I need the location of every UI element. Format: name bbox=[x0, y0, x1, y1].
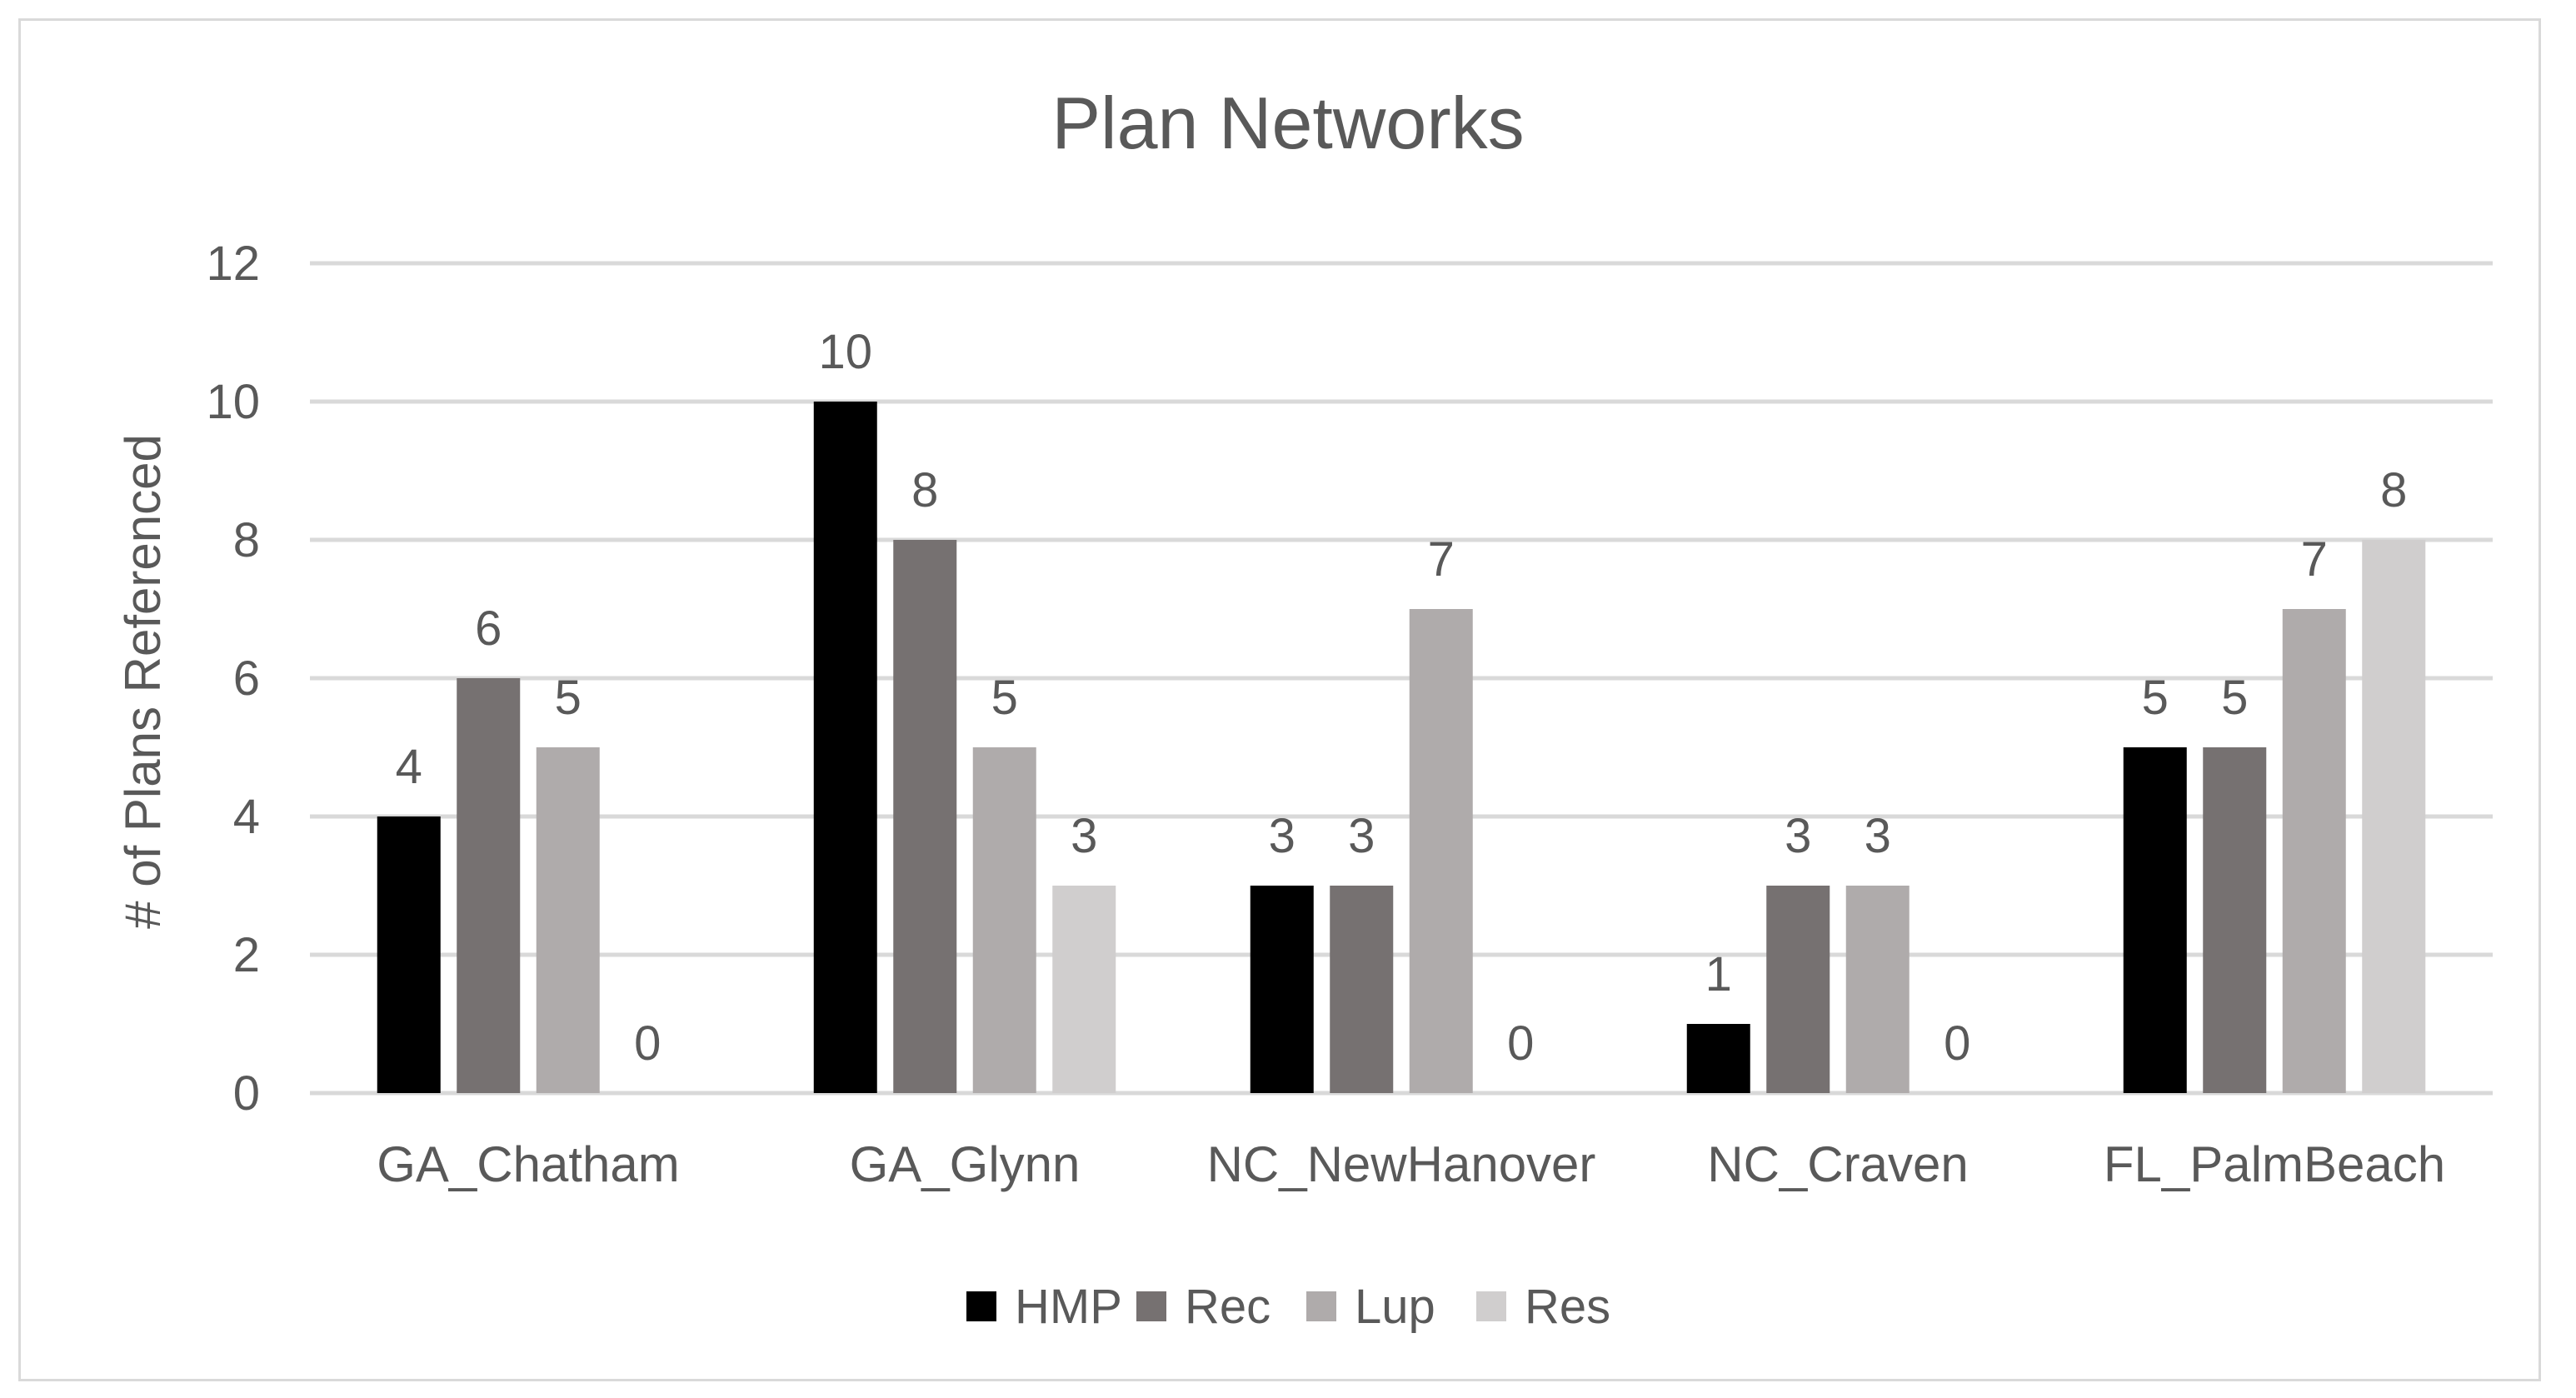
data-label: 7 bbox=[1428, 532, 1455, 587]
bar-hmp bbox=[2123, 747, 2187, 1093]
y-axis-ticks: 0 2 4 6 8 10 12 bbox=[206, 237, 260, 1121]
data-label: 0 bbox=[634, 1016, 661, 1071]
legend-item-rec: Rec bbox=[1136, 1280, 1271, 1334]
bar-hmp bbox=[377, 816, 441, 1093]
y-tick-label: 4 bbox=[233, 790, 260, 844]
data-label: 3 bbox=[1348, 809, 1375, 863]
legend: HMP Rec Lup Res bbox=[966, 1280, 1610, 1334]
data-label: 4 bbox=[396, 740, 422, 794]
data-label: 10 bbox=[818, 325, 872, 379]
bar-lup bbox=[1409, 609, 1473, 1093]
legend-item-lup: Lup bbox=[1306, 1280, 1435, 1334]
data-label: 6 bbox=[475, 602, 502, 656]
bar-lup bbox=[1845, 886, 1910, 1093]
x-tick-label: NC_NewHanover bbox=[1207, 1136, 1596, 1192]
bar-hmp bbox=[1250, 886, 1314, 1093]
data-label: 3 bbox=[1865, 809, 1891, 863]
bar-lup bbox=[2282, 609, 2346, 1093]
x-axis-ticks: GA_Chatham GA_Glynn NC_NewHanover NC_Craven… bbox=[377, 1136, 2445, 1192]
y-tick-label: 12 bbox=[206, 237, 260, 291]
bar-lup bbox=[972, 747, 1036, 1093]
y-tick-label: 6 bbox=[233, 652, 260, 706]
bar-rec bbox=[2203, 747, 2267, 1093]
bars bbox=[377, 402, 2426, 1093]
data-label: 0 bbox=[1944, 1016, 1970, 1071]
bar-hmp bbox=[1686, 1024, 1750, 1093]
x-tick-label: FL_PalmBeach bbox=[2104, 1136, 2445, 1192]
bar-rec bbox=[1330, 886, 1394, 1093]
data-label: 8 bbox=[2380, 463, 2407, 517]
data-label: 3 bbox=[1071, 809, 1097, 863]
bar-res bbox=[2362, 540, 2426, 1093]
data-label: 5 bbox=[2142, 671, 2169, 725]
y-tick-label: 2 bbox=[233, 928, 260, 982]
bar-lup bbox=[536, 747, 600, 1093]
bar-hmp bbox=[813, 402, 877, 1093]
data-label: 0 bbox=[1507, 1016, 1534, 1071]
data-label: 3 bbox=[1269, 809, 1295, 863]
x-tick-label: GA_Chatham bbox=[377, 1136, 680, 1192]
legend-label: Rec bbox=[1185, 1280, 1271, 1334]
bar-res bbox=[1052, 886, 1116, 1093]
y-tick-label: 8 bbox=[233, 513, 260, 567]
legend-label: Lup bbox=[1355, 1280, 1435, 1334]
x-tick-label: GA_Glynn bbox=[850, 1136, 1081, 1192]
data-label: 3 bbox=[1785, 809, 1811, 863]
data-label: 7 bbox=[2301, 532, 2328, 587]
legend-label: HMP bbox=[1015, 1280, 1122, 1334]
bar-rec bbox=[893, 540, 957, 1093]
chart-frame bbox=[18, 18, 2541, 1381]
y-axis-label: # of Plans Referenced bbox=[115, 434, 171, 929]
data-label: 8 bbox=[911, 463, 938, 517]
data-label: 5 bbox=[555, 671, 582, 725]
bar-rec bbox=[457, 678, 521, 1093]
legend-swatch bbox=[1136, 1291, 1166, 1321]
legend-swatch bbox=[1476, 1291, 1506, 1321]
x-tick-label: NC_Craven bbox=[1707, 1136, 1968, 1192]
data-label: 5 bbox=[2221, 671, 2248, 725]
data-label: 5 bbox=[991, 671, 1018, 725]
y-tick-label: 0 bbox=[233, 1066, 260, 1121]
legend-swatch bbox=[1306, 1291, 1336, 1321]
legend-label: Res bbox=[1525, 1280, 1610, 1334]
y-tick-label: 10 bbox=[206, 375, 260, 429]
data-label: 1 bbox=[1705, 947, 1732, 1001]
legend-item-hmp: HMP bbox=[966, 1280, 1122, 1334]
chart-title: Plan Networks bbox=[1051, 82, 1524, 164]
legend-item-res: Res bbox=[1476, 1280, 1610, 1334]
legend-swatch bbox=[966, 1291, 996, 1321]
bar-rec bbox=[1766, 886, 1830, 1093]
